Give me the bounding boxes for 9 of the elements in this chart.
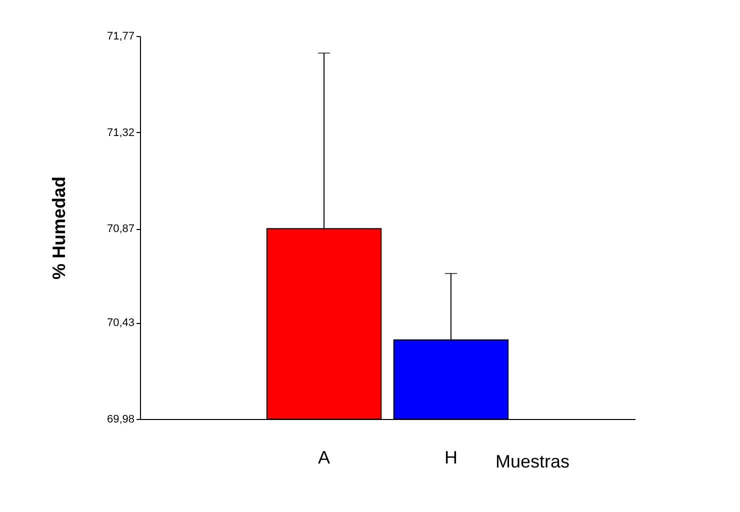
y-tick-label: 71,32 xyxy=(106,126,134,139)
x-tick-label: H xyxy=(444,448,458,468)
y-tick-label: 71,77 xyxy=(106,30,134,42)
y-axis-title: % Humedad xyxy=(48,176,69,280)
y-tick-label: 69,98 xyxy=(106,414,134,426)
x-axis-title: Muestras xyxy=(496,452,570,472)
y-tick-label: 70,43 xyxy=(106,317,134,330)
y-tick-label: 70,87 xyxy=(106,223,134,236)
x-tick-label: A xyxy=(318,448,330,468)
